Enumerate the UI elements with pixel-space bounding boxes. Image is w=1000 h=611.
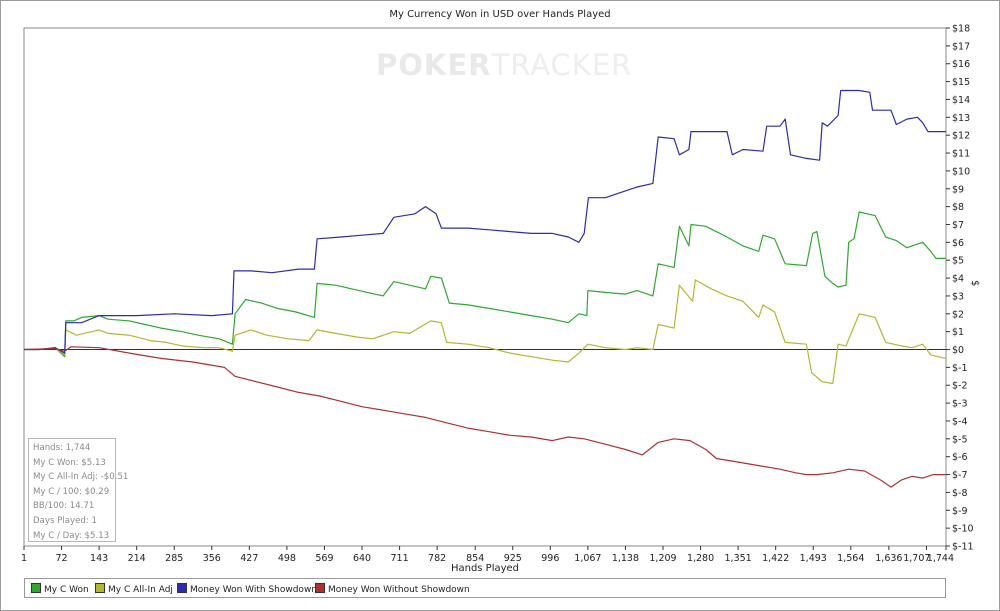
y-tick-label: $18 [952,24,970,35]
stat-line: BB/100: 14.71 [33,501,95,512]
x-tick-label: 1,564 [837,553,864,564]
x-tick-label: 1,280 [687,553,714,564]
x-tick-label: 711 [391,553,409,564]
y-tick-label: $7 [952,220,964,231]
y-tick-label: $2 [952,309,964,320]
y-tick-label: $1 [952,327,964,338]
y-tick-label: $16 [952,59,970,70]
x-tick-label: 1,351 [725,553,752,564]
legend-label: My C Won [44,585,89,595]
legend: My C Won My C All-In Adj Money Won With Sh… [24,578,946,598]
y-tick-label: $8 [952,202,964,213]
y-tick-label: $5 [952,256,964,267]
y-tick-label: $-8 [952,488,968,499]
stat-line: My C / 100: $0.29 [33,486,110,497]
chart-title: My Currency Won in USD over Hands Played [389,9,611,20]
series-line-money-won-without-showdown [23,346,946,488]
legend-swatch [315,583,325,593]
legend-item: My C All-In Adj [95,583,173,595]
x-axis: 1 72 143 214 285 356 427 498 569 640 711 782 854 925 9… [21,546,954,564]
series-lines [23,89,947,488]
series-line-my-c-all-in-adj [24,279,947,385]
y-tick-label: $17 [952,41,970,52]
y-tick-label: $0 [952,345,964,356]
stat-line: Days Played: 1 [33,515,97,526]
legend-swatch [177,583,187,593]
x-tick-label: 72 [56,553,68,564]
x-tick-label: 569 [315,553,333,564]
y-tick-label: $-3 [952,399,968,410]
y-tick-label: $11 [952,149,970,160]
y-tick-label: $9 [952,184,964,195]
y-tick-label: $-4 [952,416,968,427]
stat-line: My C Won: $5.13 [33,457,106,468]
x-tick-label: 1,209 [649,553,676,564]
series-line-my-c-won [24,211,946,358]
y-tick-label: $-9 [952,506,968,517]
legend-label: Money Won With Showdown [190,585,318,595]
y-tick-label: $-11 [952,542,974,553]
x-tick-label: 1,422 [762,553,789,564]
x-tick-label: 1,744 [927,553,954,564]
x-tick-label: 1,707 [903,553,930,564]
y-tick-label: $12 [952,131,970,142]
stat-line: Hands: 1,744 [33,443,91,453]
x-tick-label: 854 [466,553,484,564]
x-tick-label: 214 [128,553,146,564]
x-tick-label: 1,067 [574,553,601,564]
y-tick-label: $3 [952,291,964,302]
stat-line: My C All-In Adj: -$0.51 [33,472,129,483]
legend-item: Money Won With Showdown [177,583,317,595]
y-tick-label: $-5 [952,434,968,445]
y-tick-label: $-7 [952,470,968,481]
legend-swatch [31,583,41,593]
y-tick-label: $-6 [952,452,968,463]
legend-swatch [95,583,105,593]
x-tick-label: 285 [165,553,183,564]
y-axis: $18 $17 $16 $15 $14 $13 $12 $11 $10 $9 $8 $7 $6 $5 $4 $… [946,24,974,553]
x-tick-label: 1,138 [612,553,639,564]
watermark-light: TRACKER [491,48,633,82]
x-tick-label: 143 [90,553,108,564]
pokertracker-watermark: POKERTRACKER [376,48,632,82]
y-tick-label: $6 [952,238,964,249]
x-tick-label: 996 [541,553,559,564]
y-axis-label: $ [969,280,980,287]
y-tick-label: $15 [952,77,970,88]
x-tick-label: 498 [278,553,296,564]
series-line-money-won-with-showdown [24,89,946,354]
watermark-bold: POKER [376,48,492,82]
y-tick-label: $14 [952,95,970,106]
x-tick-label: 1,636 [875,553,902,564]
y-tick-label: $4 [952,274,964,285]
legend-label: Money Won Without Showdown [328,585,470,595]
y-tick-label: $10 [952,166,970,177]
stats-box: Hands: 1,744 My C Won: $5.13 My C All-In A… [28,438,129,542]
x-tick-label: 1,493 [800,553,827,564]
x-tick-label: 925 [504,553,522,564]
x-axis-label: Hands Played [450,563,520,574]
plot-area [23,27,947,547]
stat-line: My C / Day: $5.13 [33,530,110,541]
x-tick-label: 640 [353,553,371,564]
y-tick-label: $-10 [952,524,974,535]
legend-item: My C Won [31,583,89,595]
x-tick-label: 356 [203,553,221,564]
legend-item: Money Won Without Showdown [315,583,470,595]
y-tick-label: $-1 [952,363,968,374]
x-tick-label: 1 [21,553,27,564]
x-tick-label: 427 [240,553,258,564]
legend-label: My C All-In Adj [108,585,173,595]
y-tick-label: $-2 [952,381,968,392]
y-tick-label: $13 [952,113,970,124]
x-tick-label: 782 [428,553,446,564]
